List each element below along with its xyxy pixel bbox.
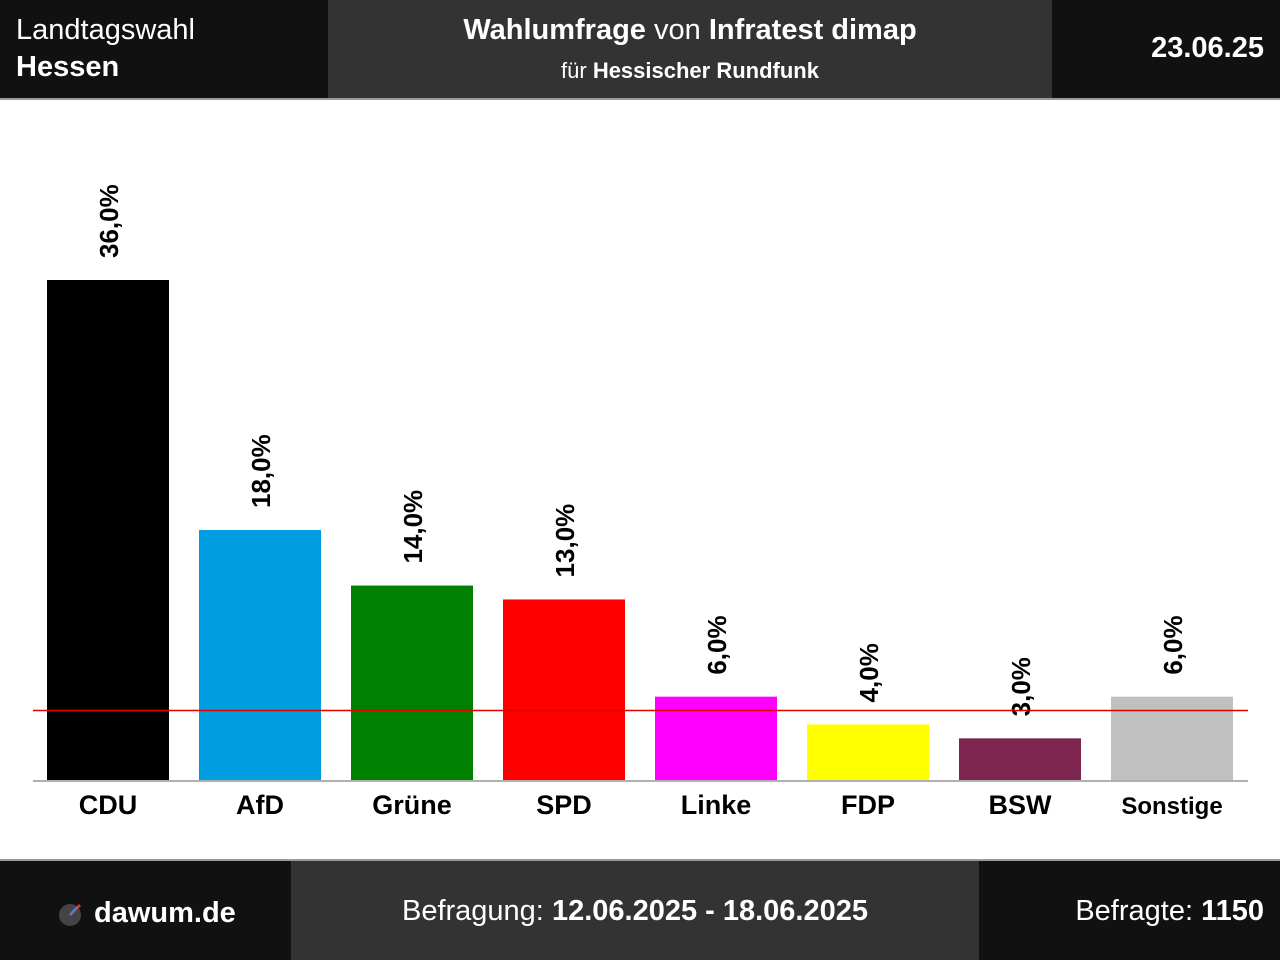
category-label-afd: AfD bbox=[236, 790, 284, 820]
value-label-afd: 18,0% bbox=[246, 434, 276, 508]
poll-client: für Hessischer Rundfunk bbox=[328, 58, 1052, 84]
region-name: Hessen bbox=[16, 51, 120, 83]
survey-period: Befragung: 12.06.2025 - 18.06.2025 bbox=[291, 895, 979, 928]
value-label-spd: 13,0% bbox=[550, 504, 580, 578]
header-divider bbox=[0, 98, 1280, 100]
value-label-fdp: 4,0% bbox=[854, 643, 884, 702]
bar-afd bbox=[199, 530, 321, 780]
footer-period-panel: Befragung: 12.06.2025 - 18.06.2025 bbox=[291, 861, 979, 960]
respondents: Befragte: 1150 bbox=[1075, 895, 1264, 928]
header-date-panel: 23.06.25 bbox=[1052, 0, 1280, 98]
header-election-panel: Landtagswahl Hessen bbox=[0, 0, 328, 98]
dawum-logo-icon bbox=[59, 903, 82, 926]
poll-date: 23.06.25 bbox=[1151, 32, 1264, 64]
header-poll-panel: Wahlumfrage von Infratest dimap für Hess… bbox=[328, 0, 1052, 98]
poll-client-name: Hessischer Rundfunk bbox=[592, 58, 819, 83]
bar-fdp bbox=[807, 724, 929, 780]
value-label-cdu: 36,0% bbox=[94, 184, 124, 258]
footer-bar: dawum.de Befragung: 12.06.2025 - 18.06.2… bbox=[0, 861, 1280, 960]
poll-client-prefix: für bbox=[561, 58, 587, 83]
brand-name: dawum.de bbox=[94, 897, 236, 929]
value-label-sonstige: 6,0% bbox=[1158, 615, 1188, 674]
value-label-bsw: 3,0% bbox=[1006, 657, 1036, 716]
bar-chart: 36,0% CDU 18,0% AfD 14,0% Grüne 13,0% SPD 6,0% Li… bbox=[33, 184, 1248, 820]
category-label-linke: Linke bbox=[681, 790, 752, 820]
respondents-label: Befragte: bbox=[1075, 895, 1194, 927]
category-label-cdu: CDU bbox=[79, 790, 138, 820]
category-label-gruene: Grüne bbox=[372, 790, 452, 820]
election-type: Landtagswahl bbox=[16, 14, 195, 46]
bar-spd bbox=[503, 599, 625, 780]
category-label-fdp: FDP bbox=[841, 790, 895, 820]
footer-divider bbox=[0, 859, 1280, 861]
brand-link[interactable]: dawum.de bbox=[58, 897, 236, 930]
category-label-bsw: BSW bbox=[989, 790, 1053, 820]
poll-institute: Infratest dimap bbox=[708, 14, 917, 46]
value-label-linke: 6,0% bbox=[702, 615, 732, 674]
poll-title: Wahlumfrage von Infratest dimap bbox=[328, 14, 1052, 47]
bar-cdu bbox=[47, 280, 169, 780]
value-label-gruene: 14,0% bbox=[398, 490, 428, 564]
header-bar: Landtagswahl Hessen Wahlumfrage von Infr… bbox=[0, 0, 1280, 98]
respondents-value: 1150 bbox=[1201, 895, 1264, 927]
category-label-spd: SPD bbox=[536, 790, 592, 820]
survey-period-label: Befragung: bbox=[401, 895, 544, 927]
bar-bsw bbox=[959, 738, 1081, 780]
footer-brand-panel: dawum.de bbox=[0, 861, 291, 960]
poll-title-prefix: Wahlumfrage bbox=[463, 14, 646, 46]
footer-respondents-panel: Befragte: 1150 bbox=[979, 861, 1280, 960]
bar-linke bbox=[655, 696, 777, 780]
bar-gruene bbox=[351, 585, 473, 780]
poll-title-connector: von bbox=[653, 14, 701, 46]
category-label-sonstige: Sonstige bbox=[1121, 793, 1222, 820]
survey-period-value: 12.06.2025 - 18.06.2025 bbox=[551, 895, 868, 927]
bar-sonstige bbox=[1111, 696, 1233, 780]
